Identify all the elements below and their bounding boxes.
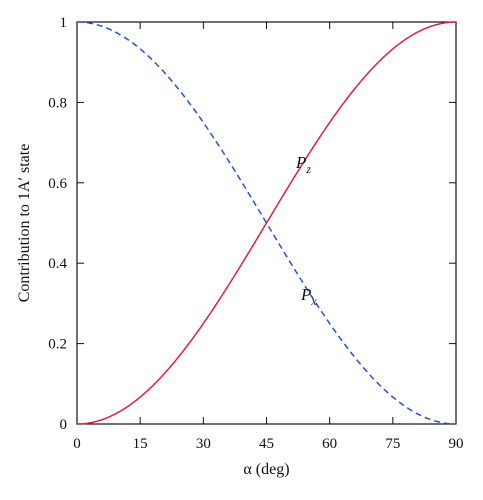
y-tick-label: 0 bbox=[60, 417, 68, 433]
x-tick-label: 0 bbox=[73, 436, 81, 452]
y-tick-label: 0.6 bbox=[48, 176, 67, 192]
series-pz-label: Pz bbox=[295, 153, 311, 176]
y-tick-label: 0.8 bbox=[48, 95, 67, 111]
series-label-subscript: z bbox=[305, 162, 311, 176]
series-pz-line bbox=[76, 21, 457, 425]
series-px-label: Px bbox=[300, 285, 317, 308]
y-tick-label: 1 bbox=[60, 15, 68, 31]
x-tick-label: 15 bbox=[133, 436, 148, 452]
x-tick-label: 30 bbox=[196, 436, 211, 452]
y-tick-label: 0.2 bbox=[48, 337, 67, 353]
x-tick-label: 60 bbox=[322, 436, 337, 452]
y-axis-title: Contribution to 1A′ state bbox=[16, 144, 33, 303]
y-tick-label: 0.4 bbox=[48, 256, 67, 272]
x-axis-title: α (deg) bbox=[243, 461, 289, 478]
series-label-main: P bbox=[300, 285, 311, 304]
series-label-subscript: x bbox=[310, 294, 317, 308]
x-tick-label: 75 bbox=[385, 436, 400, 452]
series-label-main: P bbox=[295, 153, 306, 172]
x-tick-label: 45 bbox=[259, 436, 274, 452]
x-tick-label: 90 bbox=[449, 436, 464, 452]
plot-area: 0 15 30 45 60 75 90 0 0.2 0.4 0.6 0.8 1 α (deg) Contri… bbox=[16, 15, 464, 478]
series-px-line bbox=[76, 21, 457, 425]
